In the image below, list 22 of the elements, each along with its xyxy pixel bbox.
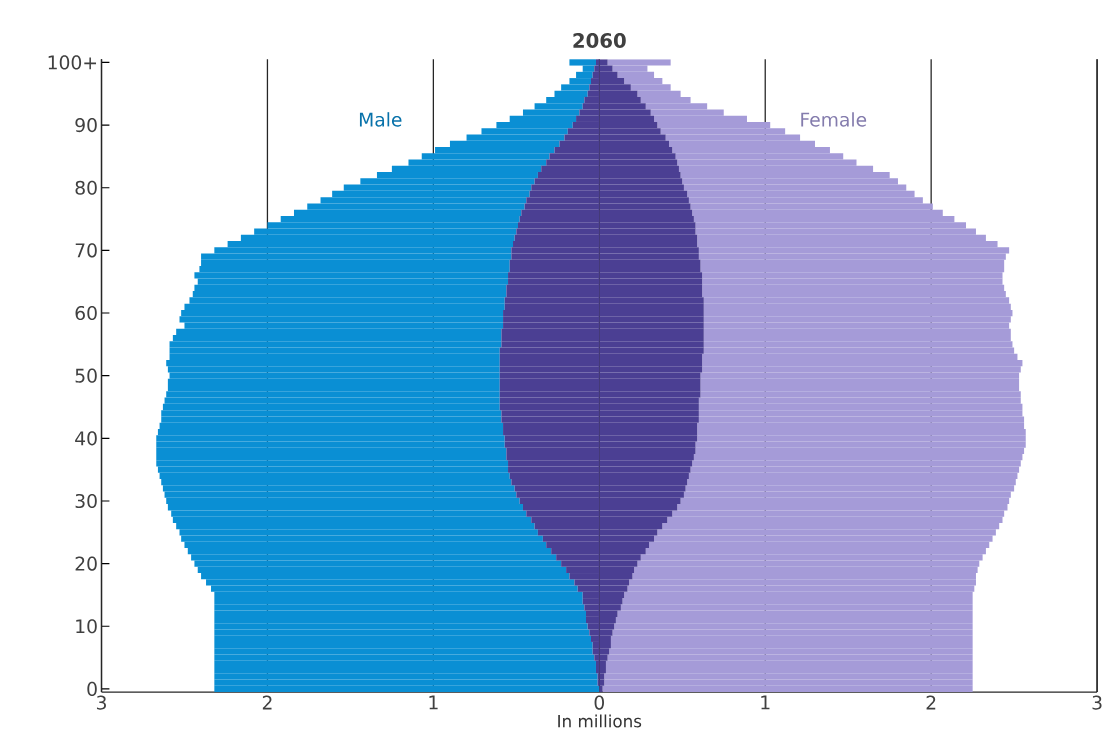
series-label: Female: [801, 112, 867, 127]
x-tick-label: 1: [761, 695, 770, 710]
x-tick-label: 2: [262, 695, 272, 710]
x-tick-label: 0: [594, 695, 604, 710]
y-tick-label: 80: [75, 180, 97, 195]
y-tick-label: 100+: [48, 55, 97, 70]
chart-title: 2060: [573, 32, 626, 48]
x-tick-label: 3: [1092, 695, 1102, 710]
y-tick-label: 0: [87, 681, 97, 696]
y-tick-label: 30: [75, 493, 97, 508]
y-tick-label: 10: [76, 619, 97, 634]
y-tick-label: 90: [75, 117, 97, 132]
y-tick-label: 70: [75, 243, 97, 258]
y-tick-label: 20: [75, 556, 97, 571]
x-tick-label: 2: [926, 695, 936, 710]
y-tick-label: 60: [75, 305, 97, 320]
y-tick-label: 50: [75, 368, 97, 383]
x-tick-label: 3: [96, 695, 106, 710]
y-tick-label: 40: [75, 431, 97, 446]
x-tick-label: 1: [429, 695, 438, 710]
x-axis-title: In millions: [558, 714, 642, 728]
series-label: Male: [359, 112, 402, 127]
